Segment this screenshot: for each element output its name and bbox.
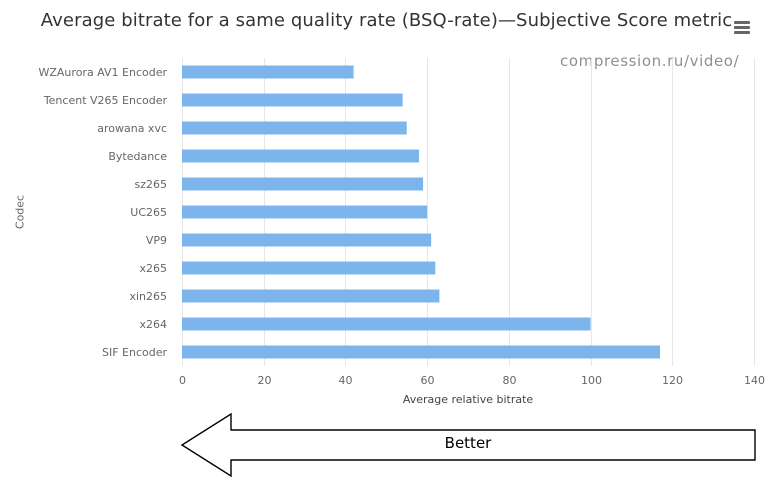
- category-label: x265: [139, 262, 167, 275]
- x-tick-label: 20: [258, 374, 272, 387]
- bar[interactable]: [182, 261, 436, 275]
- better-arrow-icon: [180, 412, 756, 478]
- category-label: UC265: [130, 206, 167, 219]
- x-tick-label: 60: [421, 374, 435, 387]
- category-label: WZAurora AV1 Encoder: [39, 66, 168, 79]
- category-label: x264: [139, 318, 167, 331]
- x-axis-label: Average relative bitrate: [402, 393, 534, 406]
- better-arrow-label: Better: [444, 434, 492, 452]
- x-tick-label: 40: [339, 374, 353, 387]
- bar[interactable]: [182, 317, 591, 331]
- x-tick-labels: 0 20 40 60 80 100 120 140: [179, 374, 765, 387]
- bar[interactable]: [182, 121, 407, 135]
- bar[interactable]: [182, 65, 354, 79]
- bar[interactable]: [182, 345, 660, 359]
- category-label: VP9: [146, 234, 167, 247]
- bar[interactable]: [182, 93, 403, 107]
- chart-title: Average bitrate for a same quality rate …: [40, 10, 733, 31]
- category-labels: WZAurora AV1 Encoder Tencent V265 Encoder…: [39, 66, 168, 359]
- bars: [182, 65, 660, 359]
- x-tick-label: 80: [503, 374, 517, 387]
- category-label: SIF Encoder: [102, 346, 168, 359]
- x-tick-label: 100: [581, 374, 602, 387]
- hamburger-menu-icon[interactable]: [731, 17, 753, 37]
- bar[interactable]: [182, 177, 424, 191]
- watermark-credit: compression.ru/video/: [560, 52, 740, 70]
- category-label: Tencent V265 Encoder: [43, 94, 168, 107]
- category-label: sz265: [134, 178, 167, 191]
- x-tick-label: 120: [662, 374, 683, 387]
- bar[interactable]: [182, 233, 432, 247]
- category-label: arowana xvc: [97, 122, 167, 135]
- bar[interactable]: [182, 149, 419, 163]
- grid-lines: [182, 58, 755, 366]
- category-label: Bytedance: [108, 150, 167, 163]
- y-axis-label: Codec: [13, 194, 27, 230]
- x-tick-label: 140: [744, 374, 765, 387]
- bar[interactable]: [182, 289, 440, 303]
- x-tick-label: 0: [179, 374, 186, 387]
- bar[interactable]: [182, 205, 428, 219]
- category-label: xin265: [129, 290, 167, 303]
